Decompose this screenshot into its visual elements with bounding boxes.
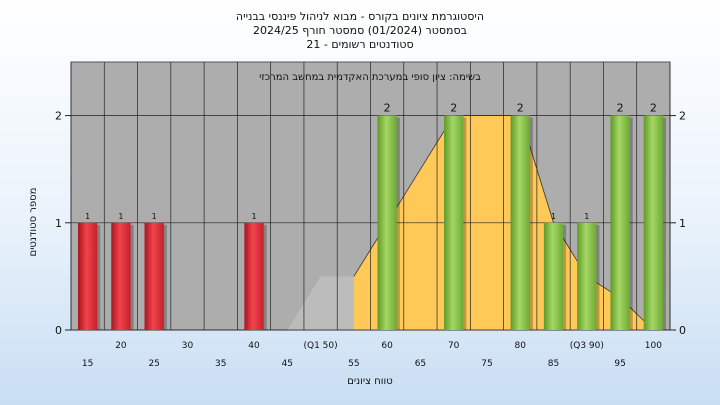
x-tick-label: 20: [115, 341, 127, 351]
y-tick-label-right: 0: [679, 324, 686, 337]
bar-value-label: 1: [584, 212, 589, 221]
x-tick-label: 70: [448, 341, 460, 351]
value-labels: 1 1 1 1 2 2 2 1 1 2 2: [85, 102, 657, 221]
bar-fail: [244, 222, 264, 330]
x-tick-label: 15: [82, 359, 93, 369]
x-tick-label: 55: [348, 359, 359, 369]
bar-value-label: 2: [617, 102, 624, 115]
x-tick-label: 100: [645, 341, 662, 351]
bar-pass: [444, 115, 464, 330]
x-tick-label: 65: [415, 359, 426, 369]
x-axis-label: טווח ציונים: [347, 376, 392, 387]
chart-title-line-2: בסמסטר (01/2024) סמסטר חורף 2024/25: [253, 24, 467, 37]
y-tick-label-left: 0: [55, 324, 62, 337]
bars: [77, 115, 667, 330]
y-tick-label-right: 2: [679, 110, 686, 123]
bar-value-label: 2: [517, 102, 524, 115]
bar-value-label: 1: [251, 212, 256, 221]
x-tick-label: 75: [481, 359, 492, 369]
x-tick-label: 35: [215, 359, 226, 369]
x-tick-label: 80: [515, 341, 527, 351]
bar-pass: [543, 222, 564, 330]
x-tick-label: 60: [381, 341, 393, 351]
bar-value-label: 2: [384, 102, 391, 115]
y-tick-label-left: 2: [55, 110, 62, 123]
axes: 0 0 1 1 2 2 15 20 25 30 35 40 45 (Q1 50) 55 60 65 70 75 80 8…: [55, 110, 686, 369]
bar-pass: [510, 115, 530, 330]
x-tick-label: 25: [148, 359, 159, 369]
x-tick-label: 40: [248, 341, 260, 351]
y-axis-label: מספר סטודנטים: [28, 188, 39, 257]
x-tick-label: (Q3 90): [570, 341, 604, 351]
bar-fail: [77, 222, 98, 330]
plot-title: בשימה: ציון סופי במערכת האקדמית במחשב המ…: [259, 72, 481, 83]
x-tick-label: 95: [614, 359, 625, 369]
chart-title-line-1: היסטוגרמת ציונים בקורס - מבוא לניהול פינ…: [235, 10, 485, 23]
bar-fail: [111, 222, 131, 330]
bar-pass: [643, 115, 664, 330]
bar-value-label: 1: [85, 212, 90, 221]
x-tick-label: 85: [548, 359, 559, 369]
x-tick-label: (Q1 50): [304, 341, 338, 351]
y-tick-label-right: 1: [679, 217, 686, 230]
bar-value-label: 1: [551, 212, 556, 221]
bar-pass: [610, 115, 630, 330]
chart-title-line-3: סטודנטים רשומים - 21: [306, 38, 414, 51]
x-tick-label: 45: [282, 359, 293, 369]
bar-value-label: 2: [450, 102, 457, 115]
gridlines: [70, 62, 671, 331]
bar-value-label: 2: [650, 102, 657, 115]
bar-value-label: 1: [152, 212, 157, 221]
bar-pass: [377, 115, 397, 330]
bar-value-label: 1: [118, 212, 123, 221]
bar-fail: [144, 222, 164, 330]
x-tick-label: 30: [182, 341, 194, 351]
bar-pass: [577, 222, 597, 330]
y-tick-label-left: 1: [55, 217, 62, 230]
